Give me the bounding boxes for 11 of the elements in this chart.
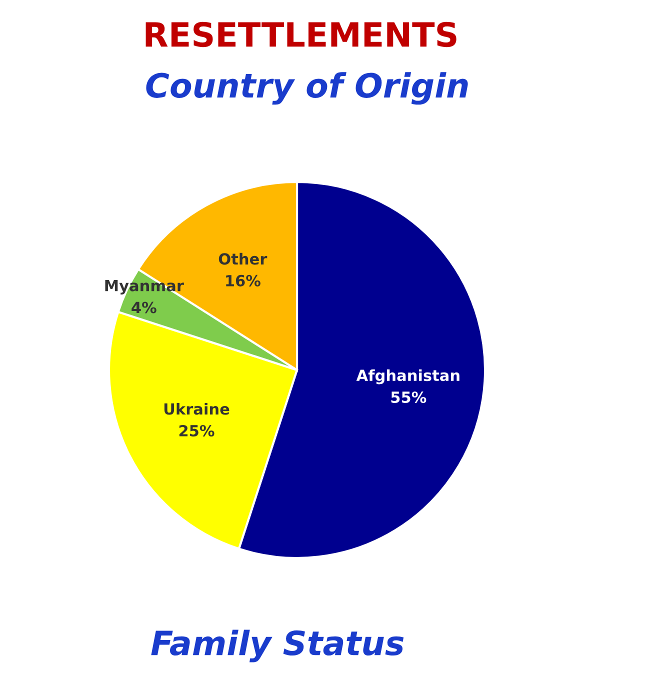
data-label: 4% [132,302,156,314]
chart-title: RESETTLEMENTS [146,22,456,48]
data-label: 25% [179,424,214,437]
slice-label: Afghanistan [356,369,460,384]
data-label: 16% [226,274,260,286]
chart-subtitle: Country of Origin [146,72,468,105]
text: Family Status [151,630,404,662]
slice-label: Ukraine [164,402,230,415]
slice-label: Other [218,252,268,265]
slice-label: Myanmar [105,280,184,294]
data-label: 55% [391,391,426,404]
